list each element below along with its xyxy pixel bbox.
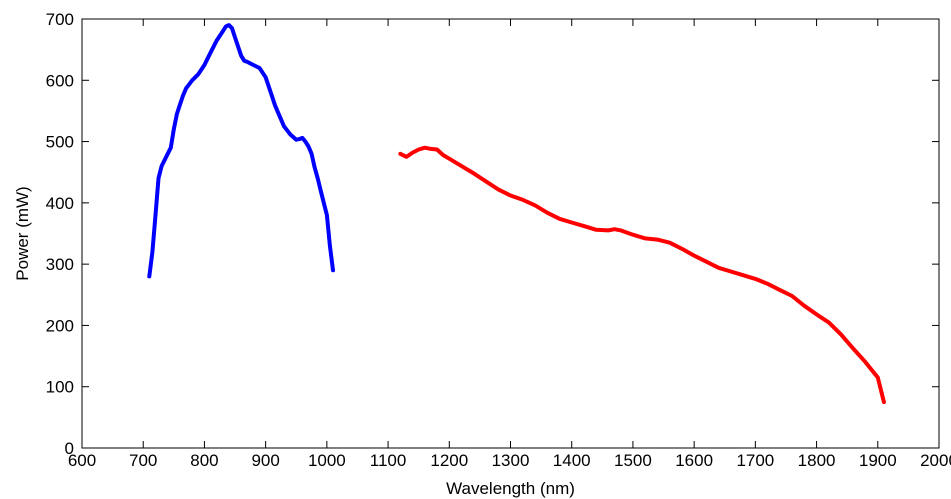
axes [81, 18, 940, 449]
series-line-red [398, 145, 886, 404]
x-axis-label: Wavelength (nm) [446, 479, 575, 498]
y-tick-label: 100 [46, 378, 74, 397]
y-tick-label: 0 [65, 439, 74, 458]
y-tick-label: 400 [46, 194, 74, 213]
x-tick-label: 800 [190, 451, 218, 470]
y-tick-label: 300 [46, 255, 74, 274]
x-axis-ticks: 600 700 800 900 1000 1100 1200 1300 1400 1500 1600… [68, 19, 951, 470]
y-axis-label: Power (mW) [13, 186, 32, 280]
x-tick-label: 1800 [798, 451, 836, 470]
x-tick-label: 1400 [553, 451, 591, 470]
x-tick-label: 700 [129, 451, 157, 470]
x-tick-label: 1300 [492, 451, 530, 470]
plot-frame [81, 18, 940, 449]
x-tick-label: 1200 [430, 451, 468, 470]
x-tick-label: 1600 [675, 451, 713, 470]
x-tick-label: 900 [251, 451, 279, 470]
x-tick-label: 1900 [859, 451, 897, 470]
x-tick-label: 1100 [370, 451, 407, 470]
x-tick-label: 1500 [614, 451, 652, 470]
y-axis-ticks: 0 100 200 300 400 500 600 700 [46, 10, 939, 458]
x-tick-label: 1700 [736, 451, 774, 470]
y-tick-label: 700 [46, 10, 74, 29]
series-lines [147, 23, 886, 404]
x-tick-label: 1000 [308, 451, 346, 470]
y-tick-label: 200 [46, 316, 74, 335]
y-tick-label: 600 [46, 71, 74, 90]
x-tick-label: 600 [68, 451, 96, 470]
y-tick-label: 500 [46, 133, 74, 152]
series-line-blue [147, 23, 335, 279]
